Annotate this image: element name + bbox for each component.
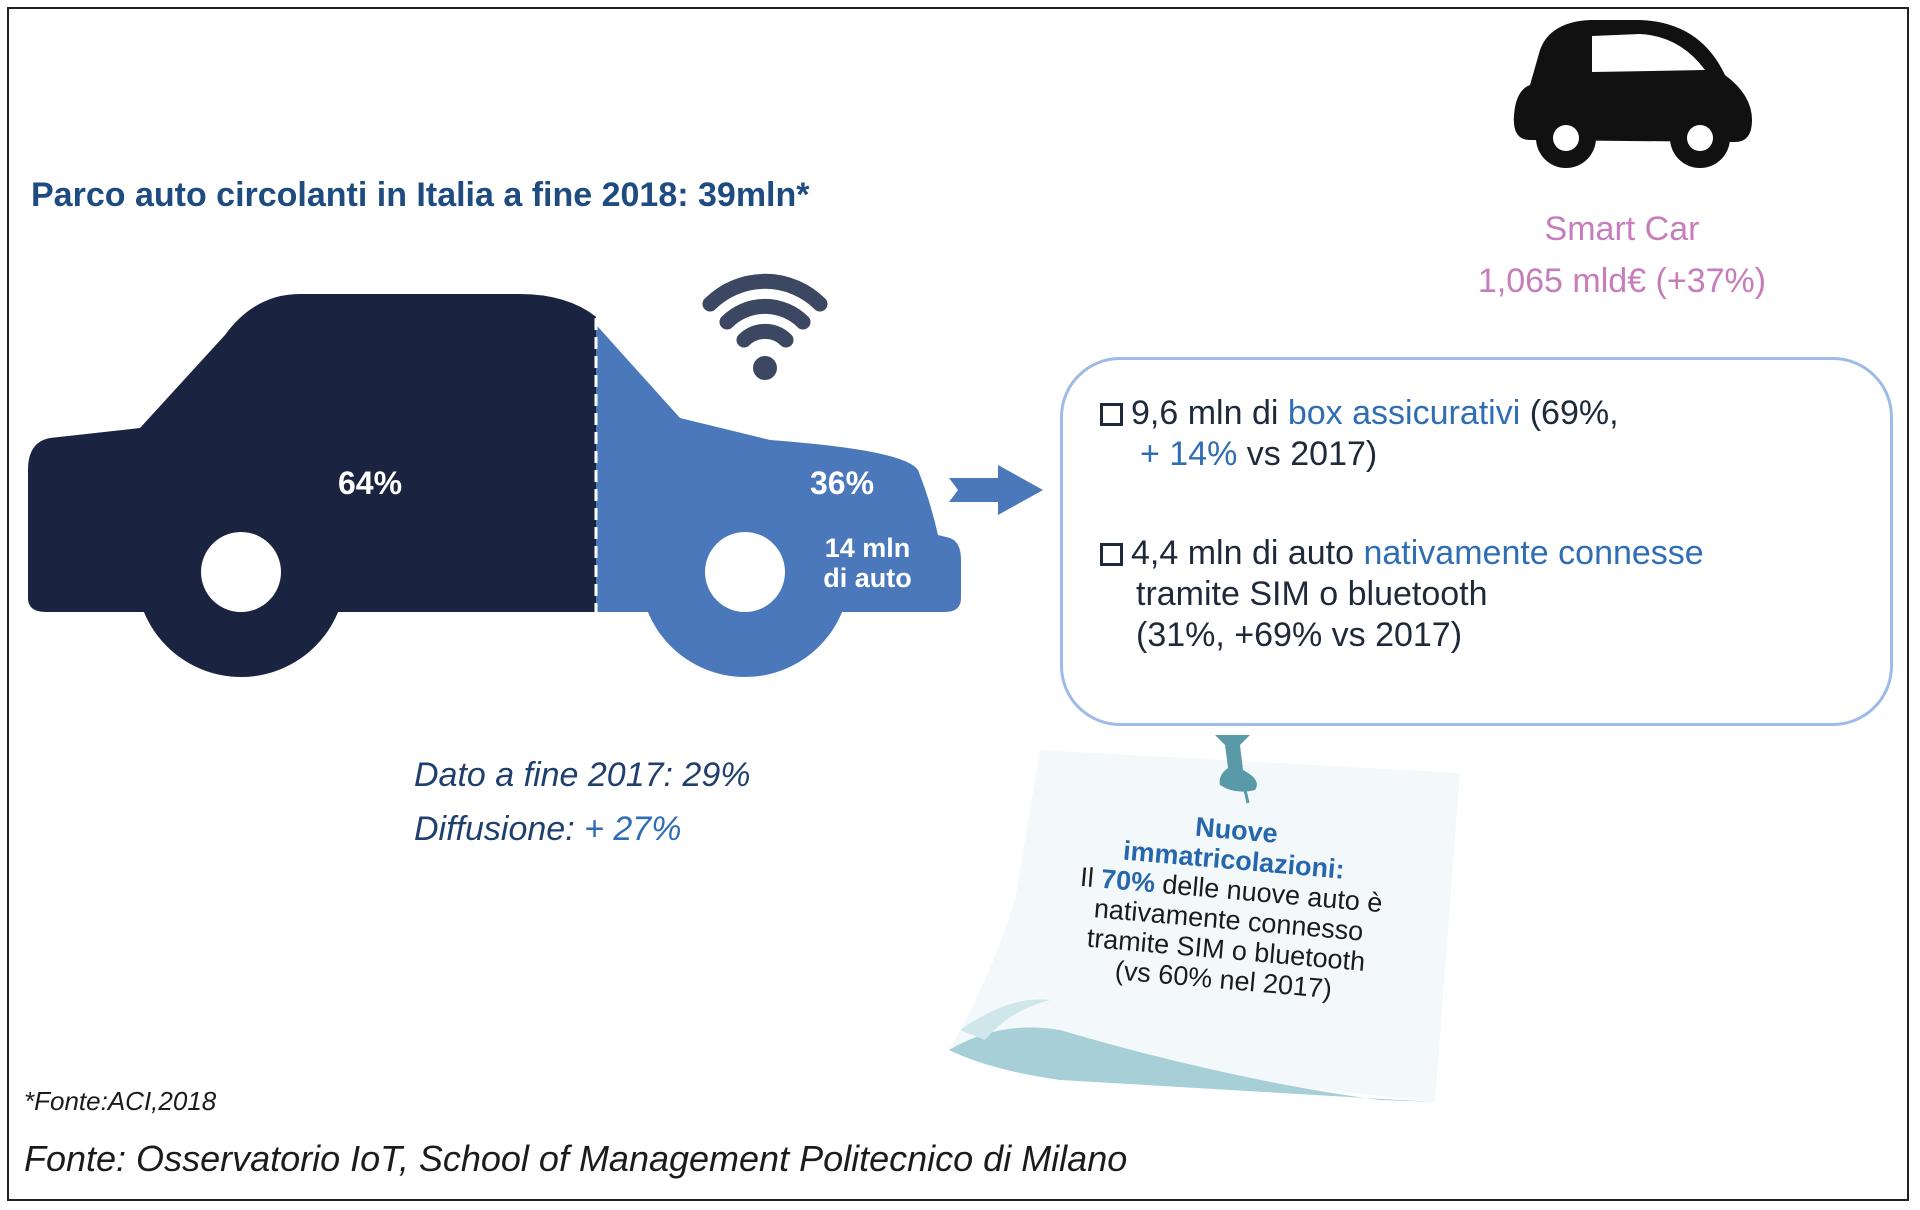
arrow-right-icon — [949, 465, 1043, 515]
footnote-source: Fonte: Osservatorio IoT, School of Manag… — [24, 1138, 1128, 1179]
sticky-note — [949, 750, 1460, 1102]
note-text: Nuove immatricolazioni: Il 70% delle nuo… — [1013, 797, 1447, 1013]
infographic-frame — [7, 7, 1909, 1201]
smart-car-label: Smart Car — [1544, 210, 1700, 248]
connected-percent: 36% — [810, 465, 875, 501]
diffusione: Diffusione: + 27% — [414, 810, 681, 849]
footnote-aci: *Fonte:ACI,2018 — [24, 1086, 217, 1116]
connected-details-box — [1060, 357, 1893, 726]
page-title: Parco auto circolanti in Italia a fine 2… — [31, 176, 810, 214]
highlight: 70% — [1099, 863, 1157, 899]
dato-2017: Dato a fine 2017: 29% — [414, 756, 751, 794]
push-pin-icon — [1215, 735, 1257, 804]
text: vs 2017) — [1237, 435, 1378, 473]
text: 4,4 mln di auto — [1131, 534, 1364, 572]
highlight: nativamente connesse — [1363, 534, 1704, 572]
connected-count-line2: di auto — [823, 563, 912, 593]
text: (69%, — [1520, 394, 1619, 432]
smart-car-icon — [1513, 20, 1752, 168]
text: tramite SIM o bluetooth — [1136, 575, 1488, 613]
checkbox-icon — [1100, 543, 1123, 566]
wifi-icon — [702, 273, 828, 380]
highlight: + 14% — [1140, 435, 1238, 473]
box-item-native: 4,4 mln di auto nativamente connesse tra… — [1100, 533, 1704, 656]
text: 9,6 mln di — [1131, 394, 1288, 432]
smart-car-value: 1,065 mld€ (+37%) — [1477, 262, 1767, 300]
connected-count: 14 mln di auto — [810, 533, 925, 593]
wheel-hub-left — [201, 532, 281, 612]
wheel-hub-right — [705, 532, 785, 612]
highlight: + 27% — [584, 810, 682, 848]
text: Diffusione: — [414, 810, 585, 848]
car-non-connected-part — [28, 294, 596, 677]
text: (31%, +69% vs 2017) — [1136, 616, 1463, 654]
checkbox-icon — [1100, 403, 1123, 426]
highlight: box assicurativi — [1287, 394, 1521, 432]
box-item-insurance: 9,6 mln di box assicurativi (69%, + 14% … — [1100, 393, 1619, 475]
non-connected-percent: 64% — [338, 465, 403, 501]
connected-count-line1: 14 mln — [824, 533, 911, 563]
